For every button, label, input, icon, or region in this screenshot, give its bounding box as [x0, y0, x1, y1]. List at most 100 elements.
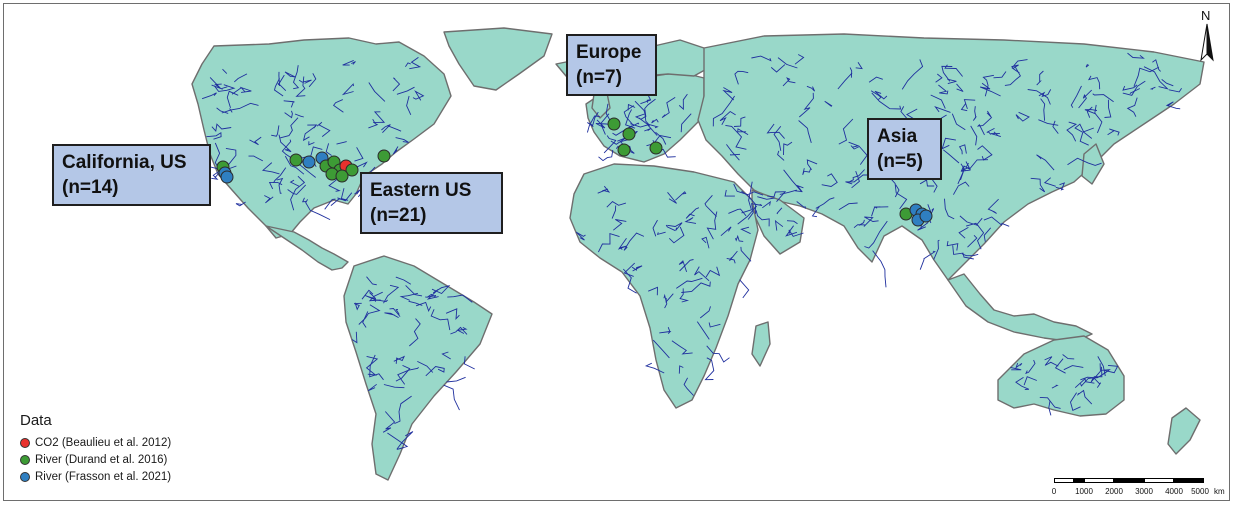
river: [248, 155, 264, 162]
river: [216, 107, 229, 114]
river: [956, 83, 964, 92]
river: [598, 149, 614, 162]
river: [211, 123, 232, 132]
river: [838, 118, 854, 145]
river: [361, 289, 374, 300]
river: [733, 183, 764, 196]
river: [463, 356, 475, 370]
river: [634, 113, 647, 120]
river: [389, 308, 401, 317]
river: [1097, 356, 1106, 377]
river: [284, 110, 293, 119]
river: [586, 115, 600, 133]
river: [627, 122, 640, 129]
scale-tick: 5000: [1191, 487, 1209, 496]
river: [678, 365, 684, 374]
river: [1027, 89, 1051, 105]
river: [659, 327, 672, 335]
site-marker: [345, 163, 359, 177]
river: [613, 219, 627, 231]
river: [668, 226, 685, 244]
river: [1092, 93, 1114, 103]
site-marker: [335, 169, 349, 183]
river: [1093, 377, 1102, 388]
site-marker: [622, 127, 636, 141]
scale-segment: [1144, 478, 1174, 483]
landmass-central-america: [265, 225, 349, 271]
river: [1062, 354, 1075, 360]
region-name: Eastern US: [370, 180, 472, 201]
river: [726, 144, 740, 161]
river: [864, 220, 888, 249]
river: [278, 71, 281, 87]
river: [983, 227, 992, 242]
river: [678, 93, 688, 111]
river: [676, 277, 703, 289]
river: [982, 74, 994, 97]
river: [671, 340, 693, 355]
river: [967, 234, 978, 248]
river: [678, 260, 688, 273]
legend-label: River (Durand et al. 2016): [35, 453, 168, 466]
scale-tick: 2000: [1105, 487, 1123, 496]
legend-item-frasson: River (Frasson et al. 2021): [20, 468, 171, 485]
river: [946, 241, 959, 251]
legend-swatch-blue: [20, 471, 30, 482]
river: [1074, 377, 1095, 389]
river: [1104, 99, 1112, 118]
river: [783, 169, 803, 193]
landmass-japan: [1081, 143, 1105, 185]
river: [405, 285, 423, 297]
river: [1040, 98, 1046, 121]
river: [1122, 84, 1138, 91]
river: [696, 321, 710, 340]
river: [952, 245, 974, 260]
river: [957, 161, 971, 185]
river: [1011, 59, 1028, 74]
river: [735, 234, 744, 242]
river: [623, 262, 636, 277]
river: [938, 84, 949, 95]
river: [644, 98, 656, 117]
river: [239, 86, 252, 93]
river: [341, 83, 354, 96]
river: [901, 59, 924, 90]
river: [1044, 356, 1059, 367]
river: [425, 295, 437, 298]
river: [976, 116, 993, 136]
river: [382, 411, 396, 433]
river: [1126, 97, 1138, 117]
river: [919, 179, 935, 187]
river: [387, 432, 409, 450]
river: [796, 201, 806, 209]
river: [233, 73, 248, 83]
river: [290, 175, 306, 211]
river: [276, 177, 284, 194]
river: [211, 171, 220, 180]
river: [631, 265, 643, 272]
river: [741, 181, 753, 214]
landmass-greenland: [443, 27, 553, 91]
river: [249, 136, 262, 146]
river: [1085, 63, 1090, 68]
landmass-australia: [997, 335, 1125, 417]
river: [287, 184, 307, 195]
river: [1025, 359, 1036, 375]
river: [302, 125, 317, 142]
river: [368, 118, 379, 129]
river: [679, 288, 690, 303]
river: [294, 113, 304, 118]
river: [221, 102, 259, 114]
site-marker: [302, 155, 316, 169]
river: [1107, 128, 1120, 136]
scale-segment: [1084, 478, 1114, 483]
region-count: (n=7): [576, 67, 622, 88]
river: [774, 219, 784, 231]
river: [894, 184, 900, 198]
river: [383, 284, 400, 304]
river: [301, 197, 307, 203]
river: [1010, 366, 1022, 371]
region-name: California, US: [62, 152, 187, 173]
river: [387, 125, 402, 132]
river: [235, 201, 246, 207]
